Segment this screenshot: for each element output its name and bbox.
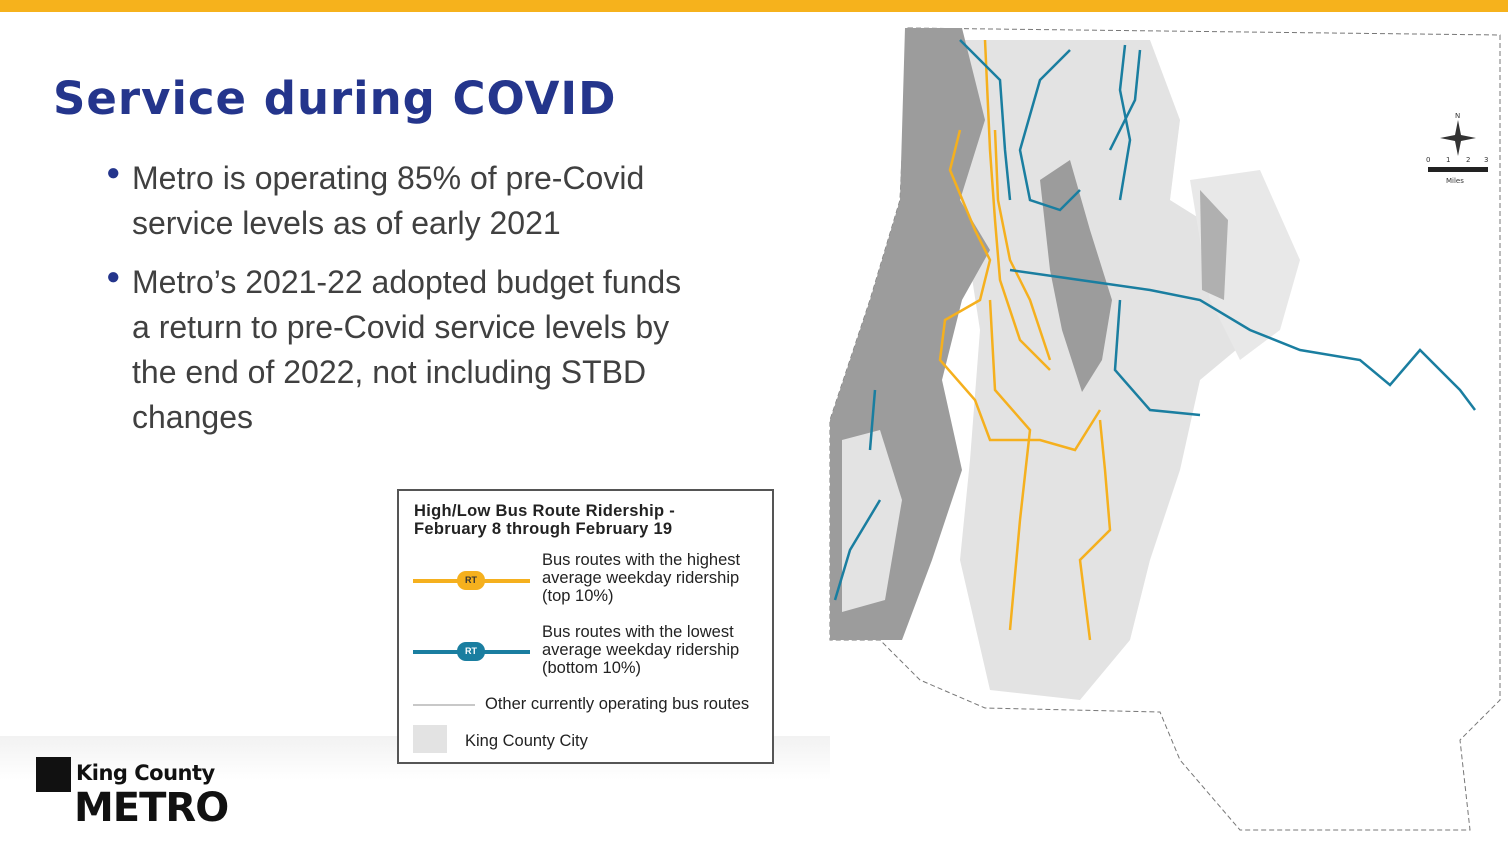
bullet-item: ● Metro is operating 85% of pre-Covid ser…: [106, 156, 706, 246]
vashon-island: [842, 430, 902, 612]
svg-text:1: 1: [1446, 156, 1450, 164]
slide-title: Service during COVID: [53, 72, 617, 125]
high-ridership-routes: [938, 39, 1112, 641]
scale-bar: 0 1 2 3 Miles: [1426, 156, 1488, 185]
high-route-swatch: RT: [413, 571, 530, 590]
bullet-icon: ●: [106, 159, 121, 186]
low-ridership-routes: [833, 39, 1476, 601]
map-legend: High/Low Bus Route Ridership - February 8…: [397, 489, 774, 764]
legend-title: High/Low Bus Route Ridership - February 8…: [414, 502, 676, 538]
north-arrow: N: [1440, 112, 1476, 156]
svg-text:3: 3: [1484, 156, 1488, 164]
svg-text:0: 0: [1426, 156, 1430, 164]
bullet-icon: ●: [106, 263, 121, 290]
bullet-item: ● Metro’s 2021-22 adopted budget funds a …: [106, 260, 706, 440]
city-area: [960, 40, 1260, 700]
svg-text:2: 2: [1466, 156, 1470, 164]
svg-text:N: N: [1455, 112, 1460, 120]
city-swatch: [413, 725, 447, 753]
other-route-swatch: [413, 704, 475, 706]
lake-sammamish-water: [1200, 190, 1228, 300]
king-county-crest-icon: [36, 757, 71, 792]
lake-washington-water: [1040, 160, 1112, 392]
accent-bar: [0, 0, 1508, 12]
route-map: N 0 1 2 3 Miles: [829, 27, 1501, 831]
low-route-swatch: RT: [413, 642, 530, 661]
bullet-list: ● Metro is operating 85% of pre-Covid ser…: [106, 156, 706, 454]
svg-text:Miles: Miles: [1446, 177, 1464, 185]
